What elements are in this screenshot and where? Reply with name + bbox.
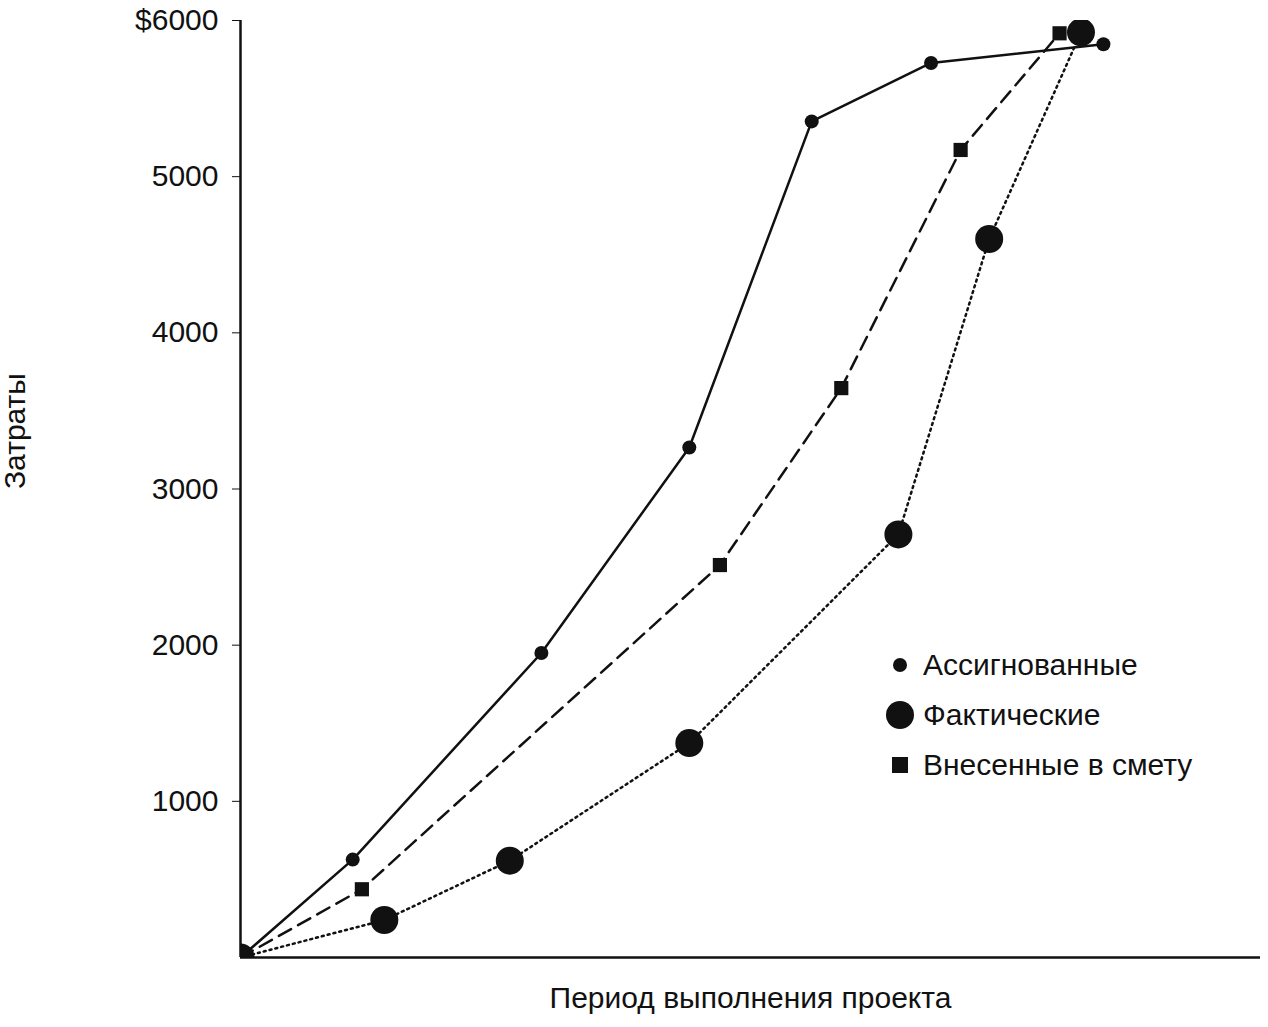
svg-text:Затраты: Затраты <box>0 373 31 489</box>
svg-text:2000: 2000 <box>152 628 219 661</box>
svg-text:1000: 1000 <box>152 784 219 817</box>
html-text:Внесенные в смету: Внесенные в смету <box>923 748 1193 781</box>
svg-text:3000: 3000 <box>152 472 219 505</box>
svg-text:4000: 4000 <box>152 315 219 348</box>
html-text:Фактические: Фактические <box>923 698 1101 731</box>
html-text:Ассигнованные: Ассигнованные <box>923 648 1138 681</box>
svg-text:$6000: $6000 <box>135 3 218 36</box>
svg-text:5000: 5000 <box>152 159 219 192</box>
svg-text:Период выполнения проекта: Период выполнения проекта <box>550 981 952 1014</box>
